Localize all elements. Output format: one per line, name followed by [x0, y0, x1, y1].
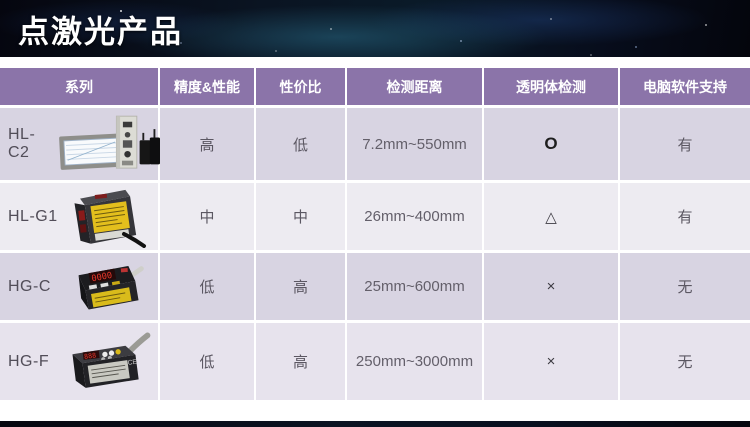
cost-performance-value: 高	[256, 323, 345, 400]
hg-f-sensor-photo-icon: 888	[58, 331, 158, 393]
table-header-row: 系列 精度&性能 性价比 检测距离 透明体检测 电脑软件支持	[0, 68, 750, 105]
header-series: 系列	[0, 68, 158, 105]
transparent-detection-value: ×	[484, 253, 618, 320]
precision-value: 高	[160, 108, 254, 180]
page-title: 点激光产品	[18, 14, 183, 49]
series-label: HG-F	[8, 352, 50, 370]
precision-value: 低	[160, 253, 254, 320]
software-support-value: 无	[620, 323, 750, 400]
svg-text:0000: 0000	[91, 270, 113, 283]
cost-performance-value: 中	[256, 183, 345, 250]
header-software-support: 电脑软件支持	[620, 68, 750, 105]
bottom-divider-bar	[0, 421, 750, 427]
transparent-detection-value: O	[484, 108, 618, 180]
table-row-hl-g1: HL-G1	[0, 183, 750, 250]
table-row-hl-c2: HL-C2	[0, 108, 750, 180]
hg-c-sensor-photo-icon: 0000	[58, 259, 158, 315]
transparent-detection-value: ×	[484, 323, 618, 400]
detection-range-value: 26mm~400mm	[347, 183, 482, 250]
series-cell: HL-G1	[0, 183, 158, 250]
cost-performance-value: 高	[256, 253, 345, 320]
transparent-detection-value: △	[484, 183, 618, 250]
software-support-value: 有	[620, 183, 750, 250]
precision-value: 低	[160, 323, 254, 400]
header-cost-performance: 性价比	[256, 68, 345, 105]
software-support-value: 无	[620, 253, 750, 320]
series-cell: HL-C2	[0, 108, 160, 180]
page-banner: 点激光产品	[0, 0, 750, 57]
precision-value: 中	[160, 183, 254, 250]
detection-range-value: 25mm~600mm	[347, 253, 482, 320]
detection-range-value: 250mm~3000mm	[347, 323, 482, 400]
software-support-value: 有	[620, 108, 750, 180]
header-detection-range: 检测距离	[347, 68, 482, 105]
cost-performance-value: 低	[256, 108, 345, 180]
svg-text:CE: CE	[127, 358, 138, 366]
hl-c2-sensor-photo-icon	[58, 112, 160, 176]
series-label: HL-G1	[8, 207, 58, 225]
svg-text:888: 888	[84, 351, 97, 360]
hl-g1-sensor-photo-icon	[60, 186, 158, 248]
series-cell: HG-C 0000	[0, 253, 158, 320]
table-row-hg-c: HG-C 0000	[0, 253, 750, 320]
product-comparison-table: 系列 精度&性能 性价比 检测距离 透明体检测 电脑软件支持 HL-C2	[0, 68, 750, 400]
table-row-hg-f: HG-F 888	[0, 323, 750, 400]
detection-range-value: 7.2mm~550mm	[347, 108, 482, 180]
header-transparent-detection: 透明体检测	[484, 68, 618, 105]
series-label: HG-C	[8, 277, 51, 295]
series-label: HL-C2	[8, 126, 36, 161]
series-cell: HG-F 888	[0, 323, 158, 400]
header-precision: 精度&性能	[160, 68, 254, 105]
